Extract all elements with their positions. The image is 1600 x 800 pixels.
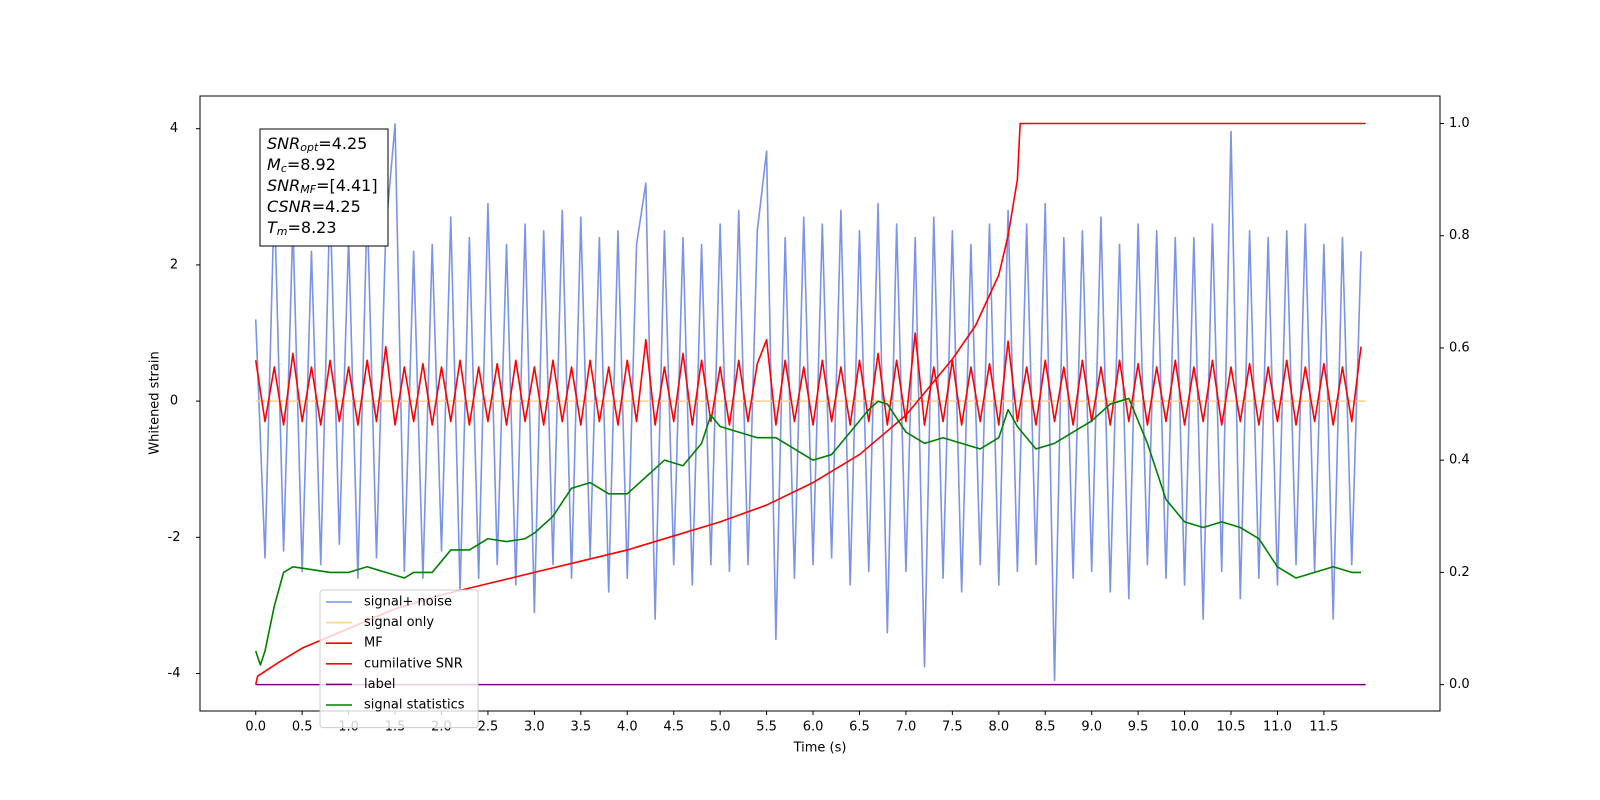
x-axis-label: Time (s) (793, 741, 847, 756)
y-tick-label: -4 (168, 666, 181, 681)
legend-label: signal+ noise (364, 595, 452, 610)
annotation-line: SNRMF=[4.41] (267, 176, 378, 197)
y2-tick-label: 0.8 (1449, 228, 1470, 243)
series-line (254, 123, 1362, 682)
x-tick-label: 2.5 (478, 720, 499, 735)
x-tick-label: 8.0 (988, 720, 1009, 735)
x-tick-label: 10.5 (1217, 720, 1246, 735)
x-tick-label: 7.5 (942, 720, 963, 735)
annotation-symbol: SNR (267, 134, 300, 153)
legend-box (319, 589, 479, 729)
x-tick-label: 4.0 (617, 720, 638, 735)
legend-label: signal only (364, 615, 434, 630)
y-tick-label: 2 (170, 257, 178, 272)
annotation-value: =4.25 (312, 197, 361, 216)
y2-tick-label: 0.2 (1449, 565, 1470, 580)
annotation-subscript: c (281, 162, 287, 175)
x-tick-label: 5.5 (756, 720, 777, 735)
y2-tick-label: 0.6 (1449, 340, 1470, 355)
x-tick-label: 7.0 (896, 720, 917, 735)
annotation-line: SNRopt=4.25 (267, 134, 367, 155)
legend-label: cumilative SNR (364, 656, 463, 671)
x-tick-label: 6.5 (849, 720, 870, 735)
y2-tick-label: 1.0 (1449, 116, 1470, 131)
x-tick-label: 10.0 (1170, 720, 1199, 735)
series-line (254, 397, 1362, 666)
x-tick-label: 5.0 (710, 720, 731, 735)
legend-label: MF (364, 636, 383, 651)
annotation-subscript: MF (300, 183, 316, 196)
annotation-value: =8.23 (288, 218, 337, 237)
y-axis-label: Whitened strain (148, 351, 163, 454)
annotation-box (259, 128, 389, 247)
annotation-symbol: SNR (267, 176, 300, 195)
annotation-symbol: M (267, 155, 281, 174)
annotation-value: =4.25 (318, 134, 367, 153)
x-tick-label: 8.5 (1035, 720, 1056, 735)
y2-tick-label: 0.0 (1449, 677, 1470, 692)
annotation-line: Mc=8.92 (267, 155, 336, 176)
x-tick-label: 11.5 (1309, 720, 1338, 735)
x-tick-label: 9.5 (1128, 720, 1149, 735)
x-tick-label: 9.0 (1081, 720, 1102, 735)
x-tick-label: 6.0 (803, 720, 824, 735)
annotation-value: =[4.41] (316, 176, 378, 195)
annotation-line: Tm=8.23 (267, 218, 337, 239)
y-tick-label: 0 (170, 394, 178, 409)
y2-tick-label: 0.4 (1449, 453, 1470, 468)
annotation-subscript: opt (300, 141, 319, 154)
series-line (254, 332, 1362, 426)
annotation-symbol: T (267, 218, 278, 237)
annotation-line: CSNR=4.25 (267, 197, 361, 216)
axes-frame (199, 95, 1441, 712)
x-tick-label: 11.0 (1263, 720, 1292, 735)
annotation-symbol: CSNR (267, 197, 312, 216)
annotation-value: =8.92 (287, 155, 336, 174)
annotation-subscript: m (277, 225, 288, 238)
y-tick-label: 4 (170, 121, 178, 136)
legend-label: signal statistics (364, 698, 465, 713)
x-tick-label: 3.5 (570, 720, 591, 735)
x-tick-label: 0.5 (292, 720, 313, 735)
x-tick-label: 4.5 (663, 720, 684, 735)
legend-label: label (364, 677, 395, 692)
x-tick-label: 3.0 (524, 720, 545, 735)
x-tick-label: 0.0 (245, 720, 266, 735)
y-tick-label: -2 (168, 530, 181, 545)
